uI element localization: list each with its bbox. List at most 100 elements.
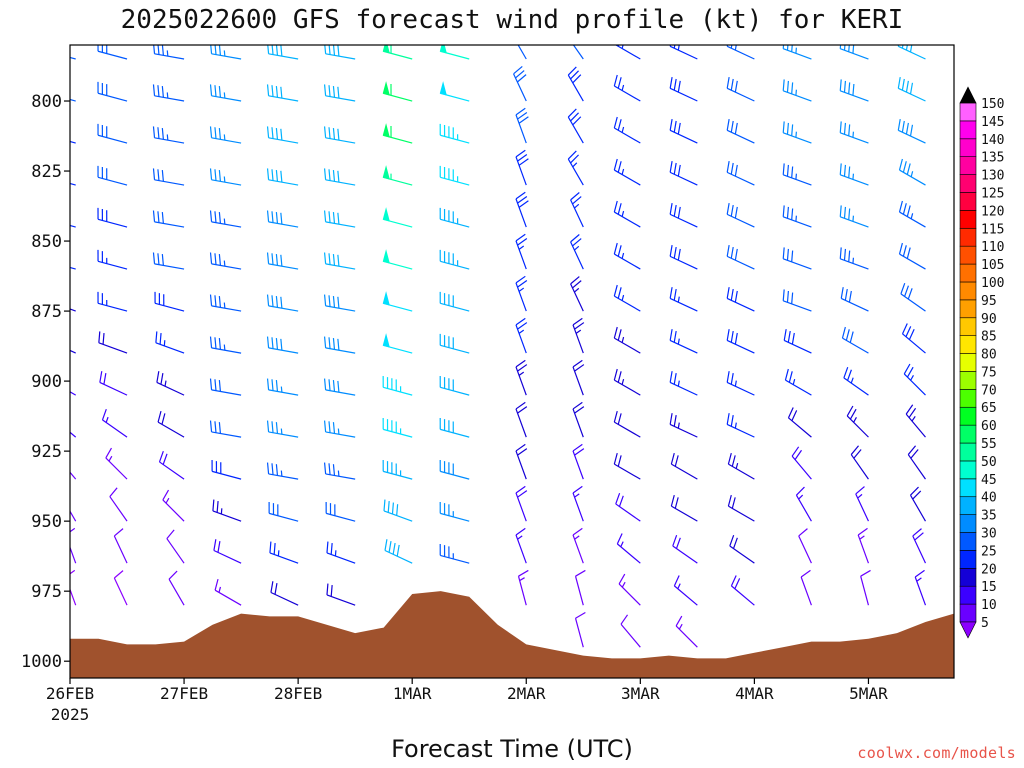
barb-staff — [154, 95, 185, 102]
barb-feather — [669, 413, 673, 425]
barb-staff — [98, 342, 128, 354]
barb-feather — [734, 248, 738, 261]
barb-staff — [154, 302, 185, 312]
barb-staff — [154, 137, 185, 144]
barb-staff — [325, 305, 356, 312]
colorbar-label: 140 — [981, 133, 1004, 148]
barb-feather — [160, 372, 164, 385]
barb-half-feather — [517, 535, 523, 540]
wind-barb — [515, 191, 529, 228]
barb-feather — [337, 86, 340, 99]
barb-feather — [275, 85, 279, 98]
barb-feather — [901, 45, 904, 49]
colorbar-swatch — [959, 496, 977, 515]
barb-staff — [572, 492, 584, 522]
terrain-layer — [70, 591, 954, 678]
barb-feather — [791, 124, 794, 136]
barb-staff — [850, 454, 869, 480]
barb-feather — [323, 126, 327, 138]
barb-staff — [211, 95, 242, 102]
barb-feather — [906, 163, 911, 175]
barb-staff — [113, 577, 128, 606]
barb-feather — [673, 162, 677, 175]
colorbar-label: 25 — [981, 544, 997, 559]
barb-feather — [271, 211, 274, 223]
barb-feather — [905, 404, 914, 415]
colorbar-label: 20 — [981, 562, 997, 577]
barb-feather — [567, 108, 577, 118]
barb-feather — [669, 77, 673, 89]
barb-feather — [328, 211, 331, 223]
barb-feather — [617, 329, 622, 341]
barb-feather — [515, 485, 526, 494]
wind-barb — [618, 573, 641, 606]
x-axis-tick-label: 27FEB — [160, 684, 208, 703]
barb-staff — [615, 503, 641, 522]
barb-staff — [798, 535, 812, 564]
barb-feather — [218, 422, 222, 434]
barb-staff — [914, 576, 927, 606]
barb-feather — [730, 162, 734, 175]
barb-feather — [574, 406, 585, 414]
barb-feather — [214, 169, 217, 181]
barb-feather — [731, 455, 736, 467]
barb-feather — [787, 407, 794, 419]
barb-feather — [613, 410, 618, 423]
wind-barb — [209, 252, 242, 270]
barb-staff — [572, 45, 584, 60]
barb-staff — [326, 512, 356, 522]
wind-barb — [670, 494, 698, 522]
wind-barb — [156, 371, 185, 396]
wind-barb — [323, 210, 356, 228]
barb-feather — [782, 121, 785, 133]
colorbar-label: 10 — [981, 598, 997, 613]
barb-staff — [905, 413, 926, 438]
barb-half-feather — [910, 213, 914, 219]
barb-feather — [906, 205, 911, 217]
barb-feather — [903, 363, 911, 375]
barb-half-feather — [734, 422, 737, 429]
colorbar-swatch — [959, 210, 977, 229]
barb-feather — [517, 196, 528, 204]
wind-barb — [729, 535, 755, 564]
colorbar-swatch — [959, 263, 977, 283]
wind-barb — [726, 413, 755, 438]
barb-staff — [268, 179, 299, 186]
barb-feather — [214, 379, 217, 391]
barb-feather — [914, 532, 924, 541]
barb-feather — [617, 77, 622, 89]
barb-feather — [615, 493, 621, 505]
barb-feather — [323, 252, 327, 264]
barb-feather — [396, 544, 400, 557]
barb-feather — [905, 326, 912, 337]
barb-feather — [897, 77, 901, 89]
wind-barb — [515, 359, 528, 396]
barb-staff — [614, 463, 641, 480]
barb-feather — [853, 449, 862, 459]
wind-barb — [70, 140, 76, 144]
barb-staff — [726, 213, 755, 228]
wind-barb — [70, 56, 76, 60]
barb-feather — [218, 380, 222, 392]
barb-staff — [570, 199, 584, 228]
wind-barb — [897, 77, 926, 102]
wind-barb — [323, 420, 356, 438]
wind-barb — [212, 499, 242, 522]
barb-staff — [783, 90, 812, 102]
barb-staff — [168, 578, 185, 606]
barb-feather — [275, 296, 279, 308]
barb-feather — [274, 583, 278, 595]
barb-staff — [211, 263, 242, 270]
barb-feather — [904, 285, 910, 297]
barb-staff — [673, 585, 698, 606]
barb-staff — [70, 224, 76, 228]
barb-feather — [383, 499, 386, 511]
barb-feather — [517, 280, 528, 288]
barb-feather — [726, 371, 730, 383]
barb-staff — [783, 174, 812, 186]
barb-feather — [617, 161, 622, 173]
wind-barb — [266, 252, 299, 270]
barb-staff — [800, 576, 812, 606]
barb-feather — [574, 448, 585, 456]
barb-flag — [382, 123, 390, 138]
